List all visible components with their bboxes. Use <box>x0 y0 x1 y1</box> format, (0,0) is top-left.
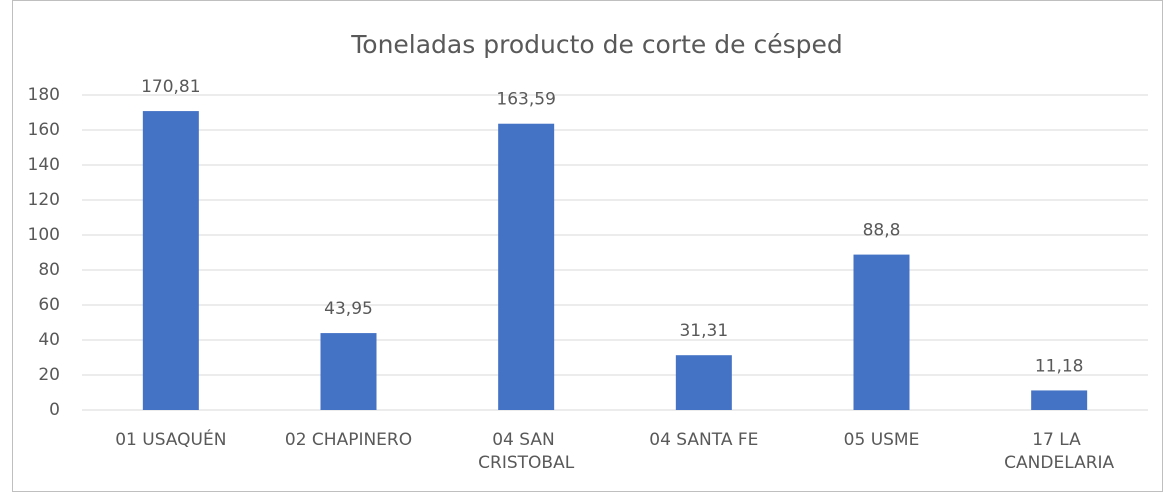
x-tick-label: 04 SANTA FE <box>649 430 758 450</box>
data-label: 43,95 <box>324 299 373 319</box>
y-tick-label: 160 <box>28 120 60 140</box>
y-tick-label: 20 <box>38 365 60 385</box>
data-label: 88,8 <box>863 221 901 241</box>
bar <box>498 123 555 410</box>
y-tick-label: 100 <box>28 225 60 245</box>
data-label: 31,31 <box>679 321 728 341</box>
y-tick-label: 0 <box>49 400 60 420</box>
data-label: 163,59 <box>496 90 555 110</box>
bar <box>320 333 377 410</box>
y-tick-label: 40 <box>38 330 60 350</box>
y-tick-label: 80 <box>38 260 60 280</box>
y-tick-label: 60 <box>38 295 60 315</box>
x-tick-label: 17 LA CANDELARIA <box>1004 430 1114 473</box>
x-tick-label: 02 CHAPINERO <box>285 430 412 450</box>
x-tick-label: 05 USME <box>844 430 920 450</box>
chart-title: Toneladas producto de corte de césped <box>350 30 842 59</box>
bar <box>675 355 732 410</box>
y-tick-label: 140 <box>28 155 60 175</box>
bar <box>1031 390 1088 410</box>
y-tick-label: 180 <box>28 85 60 105</box>
bar <box>142 111 199 411</box>
x-tick-label: 01 USAQUÉN <box>115 428 226 450</box>
bar <box>853 254 910 410</box>
y-tick-label: 120 <box>28 190 60 210</box>
x-tick-label: 04 SAN CRISTOBAL <box>478 430 575 473</box>
data-label: 170,81 <box>141 77 200 97</box>
data-label: 11,18 <box>1035 356 1084 376</box>
